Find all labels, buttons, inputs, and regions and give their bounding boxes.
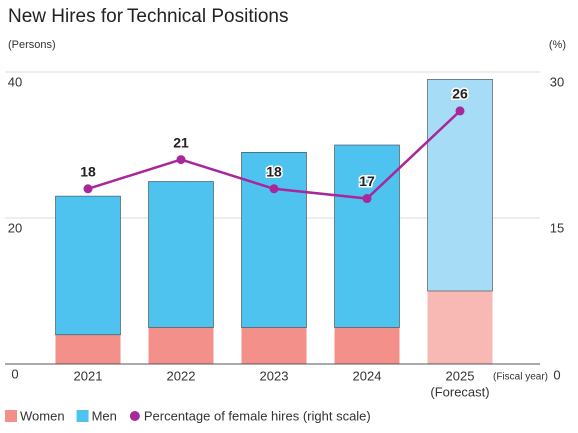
x-tick-note: (Forecast) [430,384,489,399]
data-label: 17 [359,173,375,189]
data-label: 18 [266,164,282,180]
legend-swatch [76,410,89,422]
line-point [176,155,186,165]
bar [241,327,307,364]
y2-tick-label: 15 [550,220,564,235]
legend-marker [129,411,140,421]
legend-label: Percentage of female hires (right scale) [144,408,371,423]
y-tick-label: 40 [8,74,22,89]
y2-axis-label: (%) [549,39,566,51]
x-axis-label: (Fiscal year) [493,372,548,383]
line-point [362,194,372,204]
legend-label: Women [20,408,65,423]
bar [427,291,493,364]
y-tick-label: 0 [11,366,18,381]
data-label: 26 [452,86,468,102]
bar [334,327,400,364]
x-tick-label: 2023 [260,368,289,383]
y2-tick-label: 30 [550,74,564,89]
bar [55,195,121,336]
line-point [269,184,279,194]
x-tick-label: 2022 [167,368,196,383]
x-tick-label: 2024 [353,368,382,383]
legend-swatch [5,410,17,422]
line-point [83,184,93,194]
chart-title: New Hires for Technical Positions [8,6,288,27]
line-point [455,106,465,116]
x-tick-label: 2021 [74,368,103,383]
data-label: 21 [173,134,189,150]
bar [55,334,121,364]
x-tick-label: 2025 [446,368,475,383]
y-tick-label: 20 [8,220,22,235]
data-label: 18 [80,164,96,180]
bar [334,144,400,328]
y2-tick-label: 0 [553,367,560,382]
legend-label: Men [92,408,117,423]
bar [148,181,214,328]
bar [148,327,214,364]
y-axis-label: (Persons) [8,39,56,51]
